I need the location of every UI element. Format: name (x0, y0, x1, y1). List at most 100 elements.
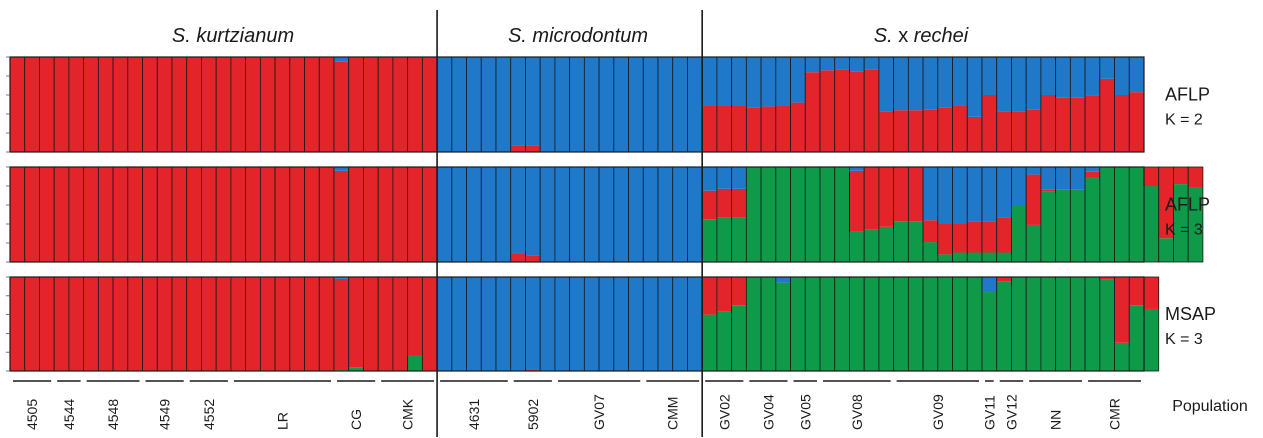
population-label: GV09 (930, 394, 946, 430)
population-label: GV07 (591, 394, 607, 430)
bar-segment-blue (731, 167, 747, 189)
bar-segment-blue (658, 57, 673, 152)
bar-segment-red (319, 277, 334, 371)
bar-segment-red (127, 57, 143, 152)
population-axis-label: Population (1172, 398, 1248, 415)
bar-segment-green (1055, 277, 1071, 371)
bar-segment-red (982, 221, 997, 253)
panel-k-label: K = 3 (1165, 331, 1203, 348)
bar-segment-green (731, 217, 747, 262)
bar-segment-green (923, 277, 938, 371)
population-axis: 4505 4544 4548 4549 4552 LR CG CMK 4631 5902 GV07 C… (13, 380, 1141, 430)
bar-segment-red (142, 57, 158, 152)
panel-k-label: K = 2 (1165, 112, 1203, 129)
population-label: CMM (665, 397, 681, 430)
bar-segment-red (849, 170, 865, 232)
bar-segment-red (820, 70, 835, 152)
bar-segment-red (319, 57, 334, 152)
bar-segment-red (10, 277, 25, 371)
bar-segment-blue (672, 277, 688, 371)
bar-segment-blue (775, 57, 791, 106)
bar-segment-red (702, 105, 717, 152)
bar-segment-green (1114, 167, 1130, 262)
bar-segment-blue (1114, 57, 1130, 95)
bar-segment-red (98, 277, 114, 371)
bar-segment-blue (334, 57, 349, 62)
bar-segment-red (127, 277, 143, 371)
bar-segment-red (68, 277, 84, 371)
bar-segment-blue (878, 57, 894, 112)
bar-segment-red (334, 170, 349, 262)
individual-bar-outline (1187, 166, 1204, 263)
bar-segment-red (422, 277, 438, 371)
bar-segment-green (952, 277, 968, 371)
bar-segment-green (908, 277, 924, 371)
bar-segment-blue (481, 57, 496, 152)
bar-segment-green (746, 277, 762, 371)
bar-segment-red (525, 255, 541, 262)
population-label: CMK (400, 398, 416, 430)
bar-segment-red (908, 110, 924, 152)
bar-segment-blue (613, 57, 629, 152)
bar-segment-green (716, 311, 732, 371)
bar-segment-blue (775, 277, 791, 283)
bar-segment-red (98, 57, 114, 152)
bar-segment-blue (982, 277, 997, 293)
bar-segment-red (157, 277, 172, 371)
bar-segment-red (201, 57, 217, 152)
bar-segment-red (731, 188, 747, 218)
bar-segment-red (201, 277, 217, 371)
bar-segment-red (878, 111, 894, 152)
bar-segment-blue (1040, 57, 1056, 95)
bar-segment-blue (982, 167, 997, 222)
bar-segment-red (805, 72, 820, 152)
bar-segment-red (392, 167, 408, 262)
bar-segment-green (967, 277, 982, 371)
bar-segment-red (127, 167, 143, 262)
bar-segment-blue (834, 57, 850, 70)
bar-segment-green (1129, 167, 1144, 262)
bar-segment-red (775, 105, 791, 152)
bar-segment-red (1040, 189, 1056, 192)
bar-segment-blue (481, 277, 496, 371)
bar-segment-red (1070, 97, 1086, 152)
bar-segment-red (24, 57, 40, 152)
bar-segment-red (510, 145, 526, 152)
bar-segment-red (716, 188, 732, 218)
species-title-kurtzianum: S. kurtzianum (172, 25, 294, 47)
bar-segment-blue (540, 57, 555, 152)
bar-segment-blue (967, 57, 982, 117)
bar-segment-blue (908, 57, 924, 111)
panel-frame (9, 166, 1145, 263)
bar-segment-blue (466, 167, 482, 262)
bar-segment-blue (1070, 167, 1086, 190)
bar-segment-red (39, 277, 55, 371)
bar-segment-red (923, 220, 938, 243)
bar-segment-blue (496, 277, 511, 371)
bar-segment-green (982, 252, 997, 262)
bar-segment-green (893, 221, 909, 262)
bar-segment-red (186, 167, 202, 262)
panel-2: AFLP K = 3 (6, 166, 1210, 263)
bar-segment-blue (658, 277, 673, 371)
bar-segment-red (937, 224, 953, 255)
bar-segment-blue (849, 57, 865, 72)
bar-segment-green (878, 226, 894, 262)
panel-method-label: AFLP (1165, 85, 1210, 105)
bar-segment-red (245, 57, 261, 152)
bar-segment-blue (525, 57, 541, 146)
bar-segment-red (525, 369, 541, 371)
panel-3: MSAP K = 3 (6, 276, 1216, 372)
bar-segment-green (1173, 184, 1189, 262)
bar-segment-red (83, 277, 99, 371)
population-label: 4548 (105, 399, 121, 430)
bar-segment-blue (1055, 57, 1071, 98)
bar-segment-blue (746, 57, 762, 108)
population-label: GV12 (1003, 394, 1019, 430)
bar-segment-green (996, 252, 1012, 262)
bar-segment-blue (864, 57, 879, 70)
bar-segment-red (849, 71, 865, 152)
bar-segment-red (54, 167, 69, 262)
bar-segment-red (1188, 167, 1203, 188)
bar-segment-red (68, 57, 84, 152)
